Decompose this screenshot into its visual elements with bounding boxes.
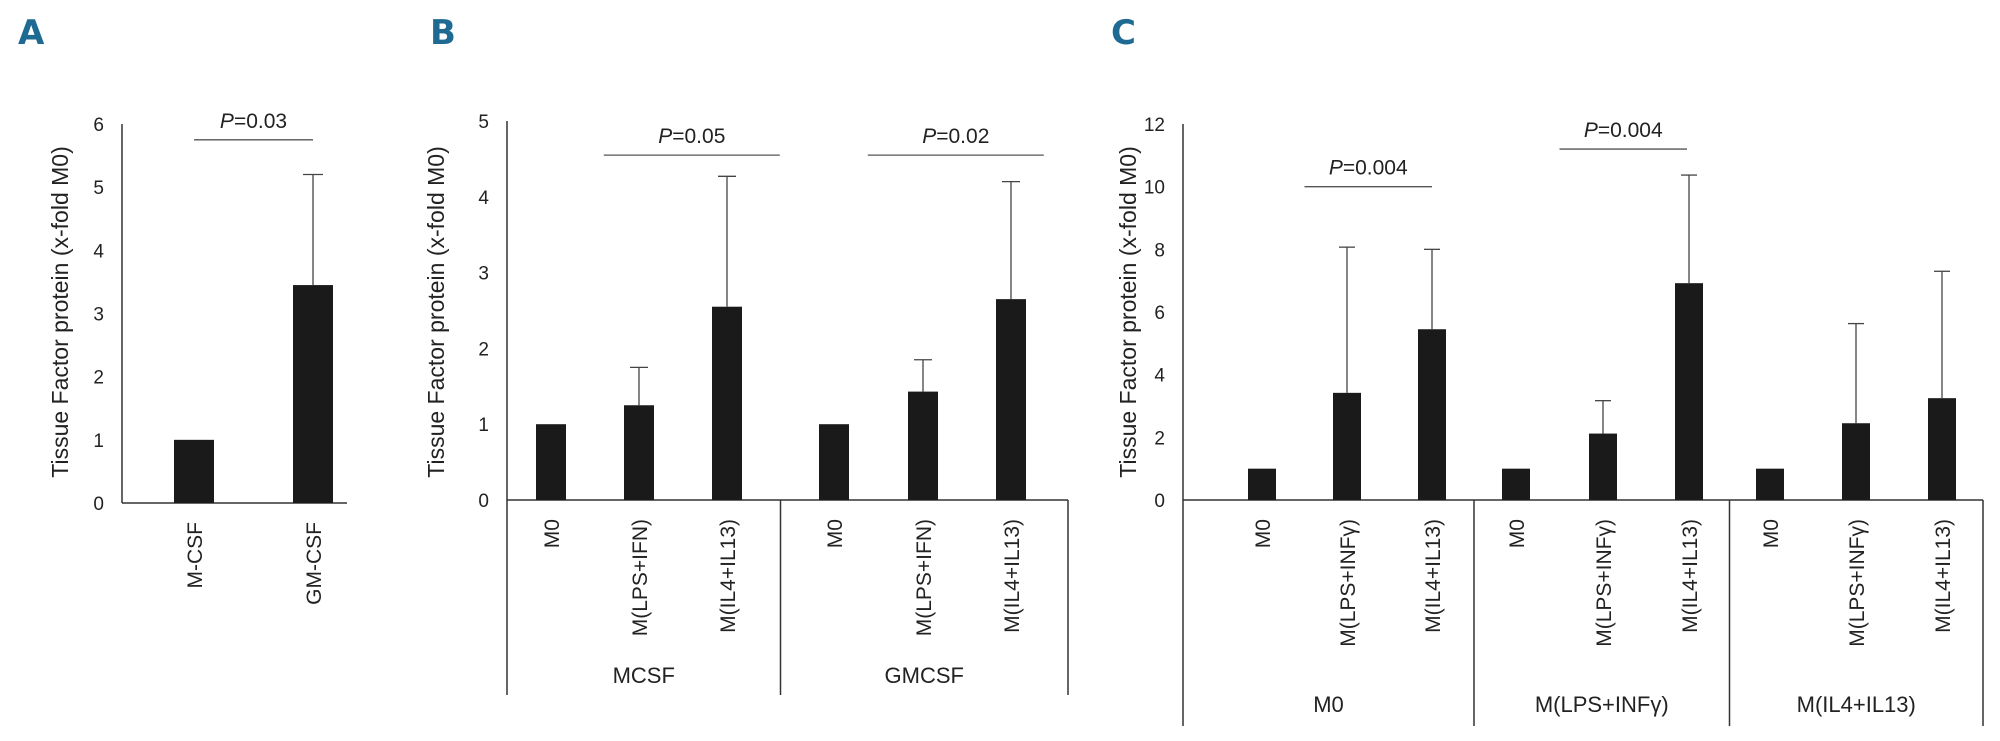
y-axis-label: Tissue Factor protein (x-fold M0): [423, 146, 449, 477]
significance-p-value: =0.004: [1598, 119, 1663, 142]
significance-label: P=0.03: [220, 110, 287, 133]
bar: [174, 439, 214, 503]
significance-p-symbol: P: [220, 110, 234, 133]
y-tick-label: 6: [1154, 303, 1165, 324]
significance-label: P=0.004: [1329, 157, 1408, 180]
y-tick-label: 3: [93, 305, 104, 326]
y-tick-label: 2: [478, 339, 489, 360]
group-label: GMCSF: [885, 663, 964, 688]
x-category-label: GM-CSF: [303, 522, 326, 605]
significance-p-symbol: P: [1329, 157, 1343, 180]
bar: [819, 424, 849, 500]
y-tick-label: 5: [478, 112, 489, 133]
significance-p-value: =0.004: [1343, 157, 1408, 180]
y-tick-label: 2: [93, 368, 104, 389]
bar: [1842, 423, 1870, 500]
significance-label: P=0.02: [922, 125, 989, 148]
x-category-label: M0: [1760, 519, 1783, 548]
y-axis-label: Tissue Factor protein (x-fold M0): [1115, 146, 1141, 477]
significance-p-symbol: P: [658, 125, 672, 148]
group-label: M(LPS+INFγ): [1535, 692, 1669, 717]
x-category-label: M0: [541, 519, 564, 548]
x-category-label: M(LPS+IFN): [913, 519, 936, 636]
y-tick-label: 0: [93, 494, 104, 515]
x-category-label: M(IL4+IL13): [1001, 519, 1024, 633]
y-tick-label: 4: [478, 188, 489, 209]
bar: [1756, 468, 1784, 500]
bar: [624, 405, 654, 500]
x-category-label: M(LPS+INFγ): [1337, 519, 1360, 647]
bar: [1333, 392, 1361, 500]
x-category-label: M(IL4+IL13): [1422, 519, 1445, 633]
y-tick-label: 6: [93, 115, 104, 136]
significance-p-value: =0.03: [234, 110, 287, 133]
panel-label: B: [430, 13, 456, 53]
y-tick-label: 4: [1154, 366, 1165, 387]
bar: [996, 299, 1026, 500]
y-tick-label: 8: [1154, 240, 1165, 261]
y-tick-label: 0: [1154, 491, 1165, 512]
y-tick-label: 3: [478, 264, 489, 285]
panel-label: C: [1111, 13, 1136, 53]
bar: [1675, 283, 1703, 500]
significance-p-symbol: P: [922, 125, 936, 148]
bar: [1418, 329, 1446, 500]
bar: [1928, 398, 1956, 500]
bar: [1248, 468, 1276, 500]
y-tick-label: 4: [93, 241, 104, 262]
y-tick-label: 2: [1154, 428, 1165, 449]
y-tick-label: 10: [1144, 178, 1165, 199]
bar: [1589, 433, 1617, 500]
panel-label: A: [18, 13, 45, 53]
significance-p-value: =0.05: [672, 125, 725, 148]
group-label: M0: [1313, 692, 1344, 717]
y-tick-label: 1: [478, 415, 489, 436]
significance-p-value: =0.02: [936, 125, 989, 148]
x-category-label: M(LPS+INFγ): [1846, 519, 1869, 647]
bar: [908, 391, 938, 500]
x-category-label: M-CSF: [184, 522, 207, 589]
significance-label: P=0.004: [1584, 119, 1663, 142]
group-label: M(IL4+IL13): [1797, 692, 1916, 717]
significance-label: P=0.05: [658, 125, 725, 148]
bar: [536, 424, 566, 500]
group-label: MCSF: [613, 663, 675, 688]
x-category-label: M(LPS+IFN): [629, 519, 652, 636]
y-tick-label: 5: [93, 178, 104, 199]
y-tick-label: 1: [93, 431, 104, 452]
x-category-label: M0: [824, 519, 847, 548]
y-axis-label: Tissue Factor protein (x-fold M0): [47, 146, 73, 477]
x-category-label: M(IL4+IL13): [1932, 519, 1955, 633]
x-category-label: M(IL4+IL13): [717, 519, 740, 633]
y-tick-label: 0: [478, 491, 489, 512]
bar: [293, 285, 333, 503]
bar: [712, 306, 742, 500]
y-tick-label: 12: [1144, 115, 1165, 136]
x-category-label: M0: [1252, 519, 1275, 548]
x-category-label: M(IL4+IL13): [1679, 519, 1702, 633]
x-category-label: M(LPS+INFγ): [1593, 519, 1616, 647]
bar: [1502, 468, 1530, 500]
significance-p-symbol: P: [1584, 119, 1598, 142]
x-category-label: M0: [1506, 519, 1529, 548]
